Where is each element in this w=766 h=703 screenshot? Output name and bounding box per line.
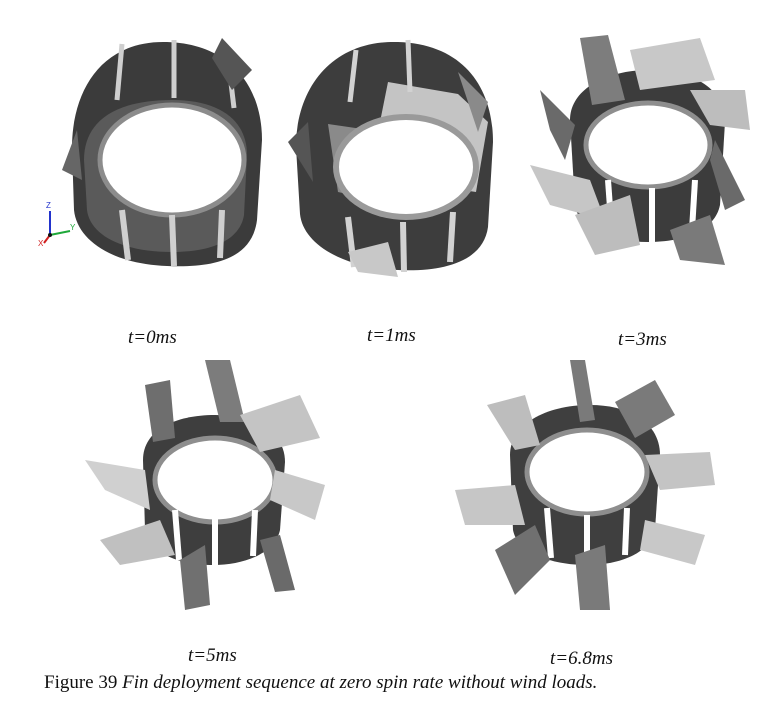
axis-triad: Z Y X xyxy=(38,201,82,249)
figure-caption: Figure 39 Fin deployment sequence at zer… xyxy=(44,672,597,694)
label-t1: t=1ms xyxy=(367,325,416,346)
caption-text: Fin deployment sequence at zero spin rat… xyxy=(122,672,598,693)
panel-t1 xyxy=(288,32,508,277)
axis-z-label: Z xyxy=(46,201,51,210)
axis-x-label: X xyxy=(38,239,44,248)
label-t5: t=5ms xyxy=(188,645,237,666)
panel-t5-image xyxy=(85,360,325,610)
panel-t6-8 xyxy=(455,360,720,615)
panel-t3 xyxy=(530,30,755,270)
caption-number: Figure 39 xyxy=(44,672,118,693)
label-t0: t=0ms xyxy=(128,327,177,348)
fin-deployment-figure: Z Y X t=0ms t=1ms t=3ms t=5ms t=6.8ms xyxy=(38,30,755,669)
axis-triad-icon xyxy=(43,211,71,244)
label-t6-8: t=6.8ms xyxy=(550,648,613,669)
panel-t1-image xyxy=(288,39,493,277)
label-t3: t=3ms xyxy=(618,329,667,350)
panel-t3-image xyxy=(530,35,750,265)
panel-t0-image xyxy=(62,38,262,267)
panel-t6-8-image xyxy=(455,360,715,610)
panel-t0 xyxy=(62,30,272,270)
axis-y-label: Y xyxy=(70,223,76,232)
panel-t5 xyxy=(85,360,325,610)
